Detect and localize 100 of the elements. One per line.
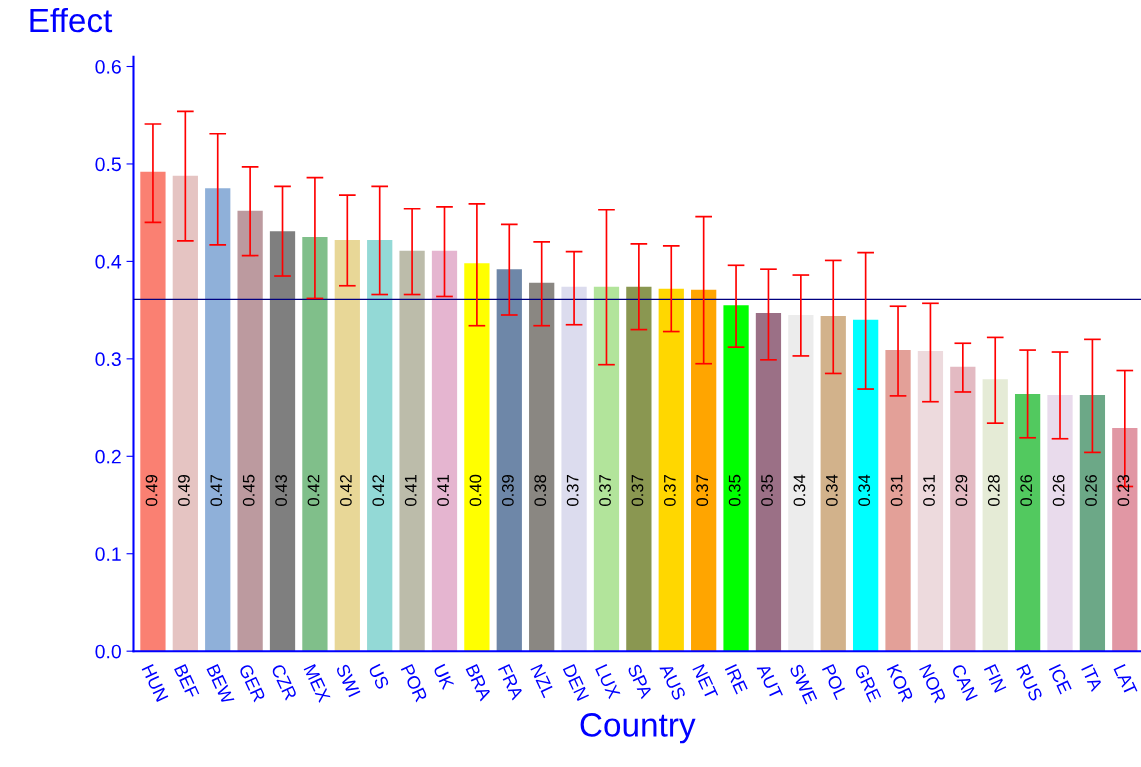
data-label: 0.47 [210,475,223,506]
x-tick-label: FIN [983,663,1007,693]
data-label: 0.34 [825,474,838,506]
data-label: 0.34 [793,474,806,506]
bar [367,239,393,652]
bar [302,237,328,652]
data-label: 0.37 [631,475,644,506]
data-label: 0.49 [178,474,190,506]
data-label: 0.26 [1085,474,1097,506]
y-axis-title: Effect [30,7,113,33]
bar [593,286,620,652]
bar [755,313,782,652]
bar [820,315,846,652]
x-tick-label: GER [238,663,266,703]
x-tick-label: SWE [789,663,818,705]
data-label: 0.41 [437,474,449,506]
x-tick-label: FRA [498,663,524,701]
bar [917,351,944,652]
x-tick-label: SPA [627,663,654,700]
x-tick-label: US [368,663,390,690]
data-label: 0.34 [858,474,871,506]
bar [140,171,166,652]
bar [691,289,717,652]
x-tick-label: NET [692,663,719,701]
x-tick-label: AUT [756,662,783,701]
data-label: 0.42 [372,475,385,506]
data-label: 0.40 [469,474,482,506]
bar [399,250,425,652]
data-label: 0.45 [242,474,255,506]
x-axis-title: Country [580,713,696,744]
x-tick-label: UK [433,663,455,691]
x-tick-label: LAT [1113,663,1138,697]
y-tick-label: 0.0 [95,644,121,659]
y-tick-label: 0.5 [95,157,121,172]
bar [1079,394,1106,652]
data-label: 0.43 [275,474,287,506]
bar [496,269,522,652]
x-tick-label: IRE [724,664,748,695]
bar [626,286,652,652]
x-tick-label: CZR [270,663,298,701]
y-tick-label: 0.3 [95,352,121,367]
bar [658,288,684,652]
data-label: 0.31 [890,474,903,506]
x-tick-label: CAN [951,663,978,702]
bar [529,282,555,652]
data-label: 0.42 [339,475,352,506]
x-tick-label: HUN [141,663,169,703]
x-tick-label: BEF [174,663,200,699]
x-tick-label: NZL [530,663,556,699]
data-label: 0.31 [923,474,935,506]
x-tick-label: BEW [206,663,235,706]
bar [1014,393,1041,652]
bar [1112,428,1138,652]
x-tick-label: RUS [1016,663,1043,702]
x-tick-label: ICE [1048,664,1072,695]
data-label: 0.35 [761,474,773,506]
data-label: 0.23 [1117,474,1130,506]
data-label: 0.26 [1020,474,1033,506]
data-label: 0.49 [145,474,158,506]
bar [982,379,1008,652]
data-label: 0.37 [696,475,709,506]
bar [561,286,587,652]
x-tick-label: SWI [335,663,361,698]
x-tick-label: DEN [562,663,589,702]
y-tick-label: 0.1 [95,547,121,561]
bar [853,319,879,652]
data-label: 0.37 [599,475,611,506]
bar [205,188,231,652]
bar [885,350,911,652]
data-label: 0.26 [1052,474,1065,506]
x-tick-label: AUS [659,662,687,701]
x-tick-label: LUX [595,663,621,700]
x-tick-label: MEX [303,663,331,703]
y-tick-label: 0.4 [95,254,122,269]
y-tick-label: 0.2 [95,449,121,464]
data-label: 0.37 [663,475,676,506]
bar [172,175,198,652]
bar [269,231,296,652]
data-label: 0.37 [566,475,579,506]
bar [237,210,263,652]
x-tick-label: BRA [465,663,492,702]
data-label: 0.28 [987,474,1000,506]
y-tick-label: 0.6 [95,59,121,74]
bar [431,250,458,652]
data-label: 0.42 [307,475,320,506]
x-tick-label: NOR [919,663,947,704]
x-tick-label: ITA [1081,664,1104,693]
x-tick-label: POR [400,663,428,703]
x-tick-label: KOR [886,663,914,703]
bar [1047,394,1073,652]
bar [464,263,490,652]
bar [788,314,814,652]
data-label: 0.39 [501,474,514,506]
x-tick-label: GRE [854,663,882,703]
bar [723,305,749,652]
data-label: 0.41 [404,474,417,506]
x-tick-label: POL [821,663,848,701]
bar [950,366,976,652]
bar [334,239,360,652]
data-label: 0.38 [534,474,547,506]
